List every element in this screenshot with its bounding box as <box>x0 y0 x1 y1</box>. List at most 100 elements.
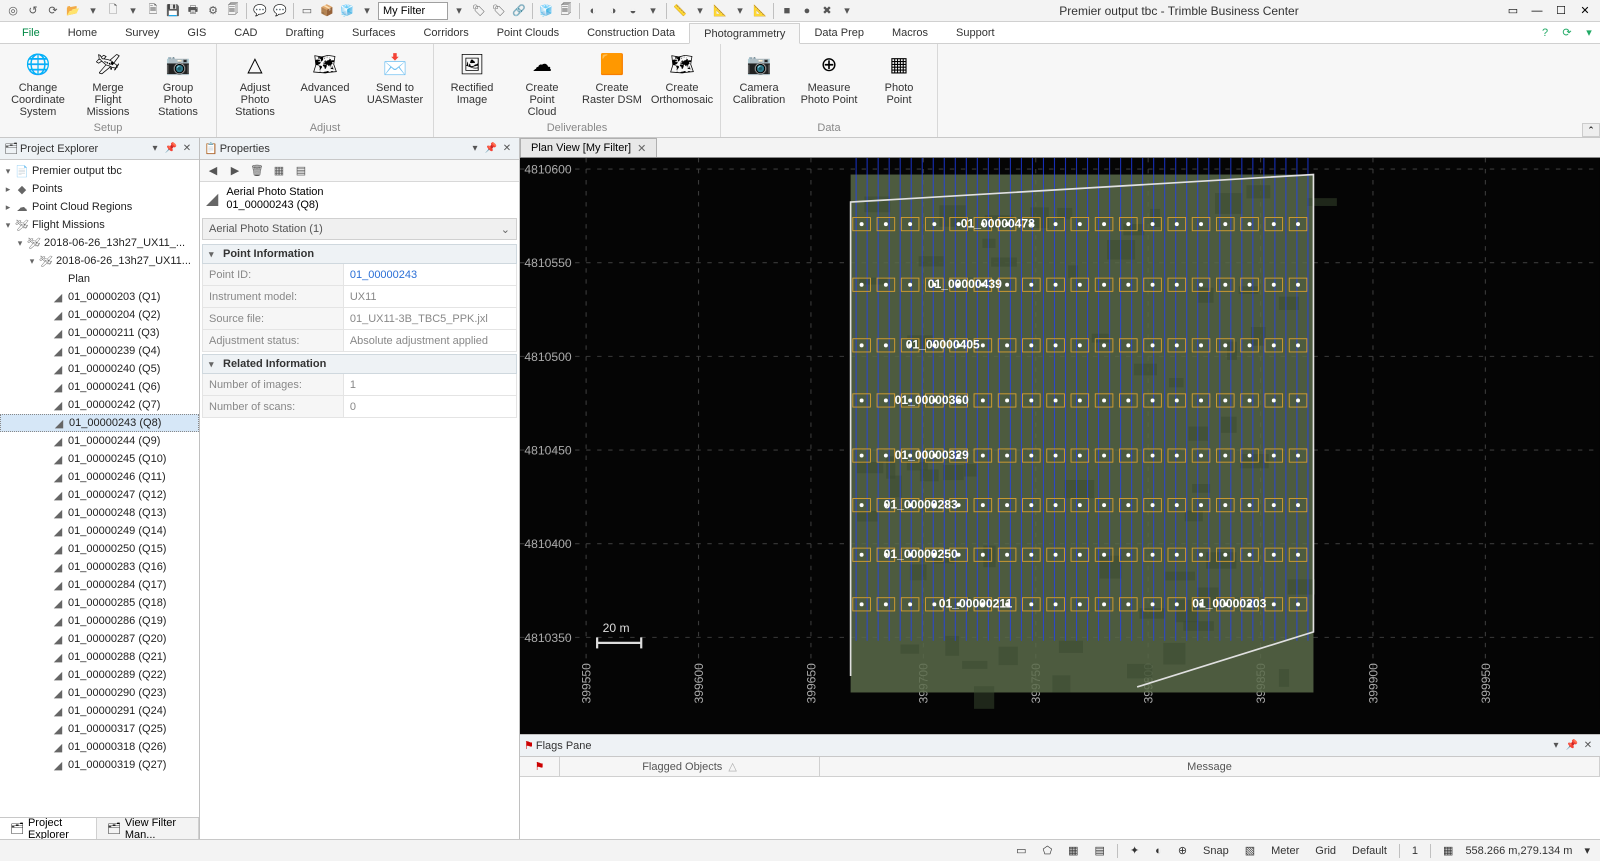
panel-menu-icon[interactable]: ▾ <box>467 141 483 157</box>
menu-macros[interactable]: Macros <box>878 22 942 43</box>
tree-row[interactable]: ◢01_00000244 (Q9) <box>0 432 199 450</box>
qat-icon[interactable]: ▾ <box>731 2 749 20</box>
flagged-objects-col[interactable]: Flagged Objects△ <box>560 757 820 776</box>
tree-row[interactable]: ▾🛩2018-06-26_13h27_UX11... <box>0 252 199 270</box>
tree-row[interactable]: ◢01_00000287 (Q20) <box>0 630 199 648</box>
ribbon-merge-flight[interactable]: 🛩Merge Flight Missions <box>76 46 140 120</box>
qat-icon[interactable]: ■ <box>778 2 796 20</box>
close-panel-icon[interactable]: ✕ <box>179 141 195 157</box>
pin-icon[interactable]: 📌 <box>483 141 499 157</box>
status-icon[interactable]: ⬠ <box>1039 844 1057 857</box>
ribbon-display-options-icon[interactable]: ▭ <box>1502 2 1524 20</box>
menu-point-clouds[interactable]: Point Clouds <box>483 22 573 43</box>
tree-row[interactable]: ◢01_00000241 (Q6) <box>0 378 199 396</box>
units-button[interactable]: Meter <box>1267 845 1303 857</box>
status-icon[interactable]: ▧ <box>1241 844 1259 857</box>
expander-icon[interactable]: ▾ <box>2 166 14 177</box>
filter-input[interactable] <box>378 2 448 20</box>
menu-corridors[interactable]: Corridors <box>409 22 482 43</box>
status-icon[interactable]: ▤ <box>1091 844 1109 857</box>
qat-icon[interactable]: ▾ <box>691 2 709 20</box>
delete-icon[interactable]: 🗑 <box>248 162 266 180</box>
forward-icon[interactable]: ▶ <box>226 162 244 180</box>
props-icon[interactable]: ▤ <box>292 162 310 180</box>
chevron-down-icon[interactable]: ▾ <box>1580 844 1594 857</box>
menu-data-prep[interactable]: Data Prep <box>800 22 878 43</box>
bottom-tab[interactable]: 🗂View Filter Man... <box>97 818 199 839</box>
message-col[interactable]: Message <box>820 757 1600 776</box>
pin-icon[interactable]: 📌 <box>1564 738 1580 754</box>
qat-icon[interactable]: 💾 <box>164 2 182 20</box>
tree-row[interactable]: ◢01_00000284 (Q17) <box>0 576 199 594</box>
menu-drafting[interactable]: Drafting <box>272 22 339 43</box>
tree-row[interactable]: ◢01_00000288 (Q21) <box>0 648 199 666</box>
tree-row[interactable]: ▸◆Points <box>0 180 199 198</box>
back-icon[interactable]: ◀ <box>204 162 222 180</box>
qat-icon[interactable]: ● <box>798 2 816 20</box>
ribbon-create-point[interactable]: ☁Create Point Cloud <box>510 46 574 120</box>
panel-menu-icon[interactable]: ▾ <box>147 141 163 157</box>
menu-cad[interactable]: CAD <box>220 22 271 43</box>
close-panel-icon[interactable]: ✕ <box>1580 738 1596 754</box>
qat-icon[interactable]: 🗐 <box>557 2 575 20</box>
tree-row[interactable]: ◢01_00000289 (Q22) <box>0 666 199 684</box>
qat-icon[interactable]: 📏 <box>671 2 689 20</box>
tree-row[interactable]: ◢01_00000283 (Q16) <box>0 558 199 576</box>
menu-support[interactable]: Support <box>942 22 1009 43</box>
tree-row[interactable]: ◢01_00000245 (Q10) <box>0 450 199 468</box>
tree-row[interactable]: ◢01_00000247 (Q12) <box>0 486 199 504</box>
dropdown-icon[interactable]: ▾ <box>1578 22 1600 43</box>
qat-icon[interactable]: 💬 <box>271 2 289 20</box>
menu-construction-data[interactable]: Construction Data <box>573 22 689 43</box>
tree-row[interactable]: ◢01_00000318 (Q26) <box>0 738 199 756</box>
tree-row[interactable]: ◢01_00000243 (Q8) <box>0 414 199 432</box>
tree-row[interactable]: ◢01_00000246 (Q11) <box>0 468 199 486</box>
qat-icon[interactable]: ◐ <box>584 2 602 20</box>
project-tree[interactable]: ▾📄Premier output tbc▸◆Points▸☁Point Clou… <box>0 160 199 817</box>
qat-icon[interactable]: 💬 <box>251 2 269 20</box>
ribbon-change-coordinate[interactable]: 🌐Change Coordinate System <box>6 46 70 120</box>
ribbon-adjust-photo[interactable]: △Adjust Photo Stations <box>223 46 287 120</box>
qat-icon[interactable]: ▭ <box>298 2 316 20</box>
pin-icon[interactable]: 📌 <box>163 141 179 157</box>
help-icon[interactable]: ? <box>1534 22 1556 43</box>
tree-row[interactable]: ◢01_00000240 (Q5) <box>0 360 199 378</box>
qat-icon[interactable]: 🖶 <box>184 2 202 20</box>
qat-icon[interactable]: ▾ <box>644 2 662 20</box>
qat-icon[interactable]: 🧊 <box>338 2 356 20</box>
plan-view[interactable]: 4810600481055048105004810450481040048103… <box>520 158 1600 734</box>
qat-icon[interactable]: ⟳ <box>44 2 62 20</box>
close-icon[interactable]: ✕ <box>1574 2 1596 20</box>
bottom-tab[interactable]: 🗂Project Explorer <box>0 818 97 839</box>
tree-row[interactable]: ◢01_00000290 (Q23) <box>0 684 199 702</box>
status-icon[interactable]: ⊕ <box>1174 844 1191 857</box>
qat-icon[interactable]: ▾ <box>838 2 856 20</box>
qat-icon[interactable]: 📐 <box>711 2 729 20</box>
tree-row[interactable]: ◢01_00000211 (Q3) <box>0 324 199 342</box>
ribbon-photo[interactable]: ▦Photo Point <box>867 46 931 108</box>
status-icon[interactable]: ▦ <box>1439 844 1457 857</box>
minimize-icon[interactable]: — <box>1526 2 1548 20</box>
tree-row[interactable]: ◢01_00000249 (Q14) <box>0 522 199 540</box>
qat-icon[interactable]: ◒ <box>624 2 642 20</box>
props-icon[interactable]: ▦ <box>270 162 288 180</box>
tree-row[interactable]: ▾🛩Flight Missions <box>0 216 199 234</box>
tree-row[interactable]: ◢01_00000286 (Q19) <box>0 612 199 630</box>
ribbon-rectified[interactable]: 🖼Rectified Image <box>440 46 504 108</box>
tree-row[interactable]: ◢01_00000291 (Q24) <box>0 702 199 720</box>
property-section-header[interactable]: ▾Point Information <box>202 244 517 264</box>
ribbon-create[interactable]: 🗺Create Orthomosaic <box>650 46 714 108</box>
qat-icon[interactable]: ▾ <box>124 2 142 20</box>
snap-button[interactable]: Snap <box>1199 845 1233 857</box>
tree-row[interactable]: ▸☁Point Cloud Regions <box>0 198 199 216</box>
ribbon-measure[interactable]: ⊕Measure Photo Point <box>797 46 861 108</box>
ribbon-camera[interactable]: 📷Camera Calibration <box>727 46 791 108</box>
menu-gis[interactable]: GIS <box>173 22 220 43</box>
qat-icon[interactable]: ⚙ <box>204 2 222 20</box>
qat-icon[interactable]: 🗋 <box>104 2 122 20</box>
tree-row[interactable]: Plan <box>0 270 199 288</box>
flag-col-icon[interactable]: ⚑ <box>520 757 560 776</box>
qat-icon[interactable]: ◑ <box>604 2 622 20</box>
ribbon-send-to[interactable]: 📩Send to UASMaster <box>363 46 427 108</box>
qat-icon[interactable]: 🗎 <box>144 2 162 20</box>
